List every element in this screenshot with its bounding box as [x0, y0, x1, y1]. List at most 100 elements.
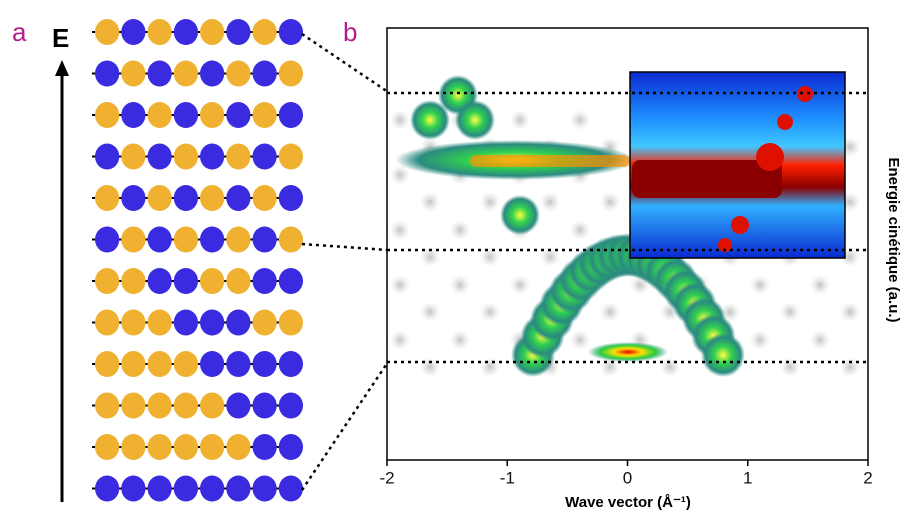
orbital-lobe: [147, 143, 172, 170]
inset-spot: [756, 143, 784, 171]
orbital-lobe: [200, 102, 225, 128]
band-spot: [701, 333, 745, 377]
faint-spot: [780, 302, 800, 322]
orbitals: [92, 19, 303, 502]
y-axis-label: Energie cinétique (a.u.): [885, 157, 902, 322]
inset-band: [632, 160, 782, 198]
arpes-map: [390, 71, 860, 377]
faint-spot: [840, 302, 860, 322]
orbital-lobe: [173, 143, 198, 170]
orbital-lobe: [121, 268, 146, 294]
faint-spot: [600, 192, 620, 212]
orbital-lobe: [173, 475, 198, 502]
orbital-lobe: [278, 268, 303, 294]
arrow-head: [55, 60, 69, 76]
inset-spot: [777, 114, 793, 130]
orbital-lobe: [121, 309, 146, 336]
orbital-lobe: [121, 185, 146, 211]
orbital-lobe: [278, 102, 303, 128]
orbital-lobe: [173, 434, 198, 460]
orbital-lobe: [252, 102, 277, 128]
orbital-lobe: [147, 309, 172, 336]
orbital-lobe: [200, 268, 225, 294]
orbital-lobe: [147, 19, 172, 45]
orbital-lobe: [278, 226, 303, 253]
faint-spot: [510, 110, 530, 130]
inset-spot: [731, 216, 749, 234]
orbital-lobe: [121, 102, 146, 128]
orbital-lobe: [278, 434, 303, 460]
faint-spot: [540, 192, 560, 212]
orbital-lobe: [121, 392, 146, 419]
orbital-lobe: [95, 309, 120, 336]
orbital-lobe: [95, 434, 120, 460]
orbital-lobe: [226, 226, 251, 253]
orbital-lobe: [147, 434, 172, 460]
orbital-lobe: [147, 475, 172, 502]
faint-spot: [420, 357, 440, 377]
orbital-lobe: [200, 185, 225, 211]
orbital-lobe: [147, 60, 172, 87]
faint-spot: [750, 330, 770, 350]
orbital-lobe: [252, 434, 277, 460]
orbital-lobe: [200, 434, 225, 460]
orbital-lobe: [226, 392, 251, 419]
faint-spot: [840, 357, 860, 377]
faint-spot: [390, 275, 410, 295]
orbital-lobe: [252, 309, 277, 336]
faint-spot: [660, 357, 680, 377]
orbital-lobe: [226, 143, 251, 170]
orbital-lobe: [252, 185, 277, 211]
faint-spot: [780, 357, 800, 377]
orbital-lobe: [200, 309, 225, 336]
x-tick-label: 0: [623, 468, 632, 487]
faint-spot: [390, 110, 410, 130]
orbital-lobe: [121, 143, 146, 170]
x-tick-label: -1: [500, 468, 515, 487]
orbital-lobe: [200, 143, 225, 170]
orbital-lobe: [121, 434, 146, 460]
orbital-lobe: [226, 309, 251, 336]
orbital-lobe: [121, 19, 146, 45]
x-tick-label: -2: [379, 468, 394, 487]
orbital-lobe: [173, 19, 198, 45]
orbital-lobe: [200, 226, 225, 253]
orbital-lobe: [226, 19, 251, 45]
orbital-lobe: [252, 392, 277, 419]
orbital-lobe: [200, 19, 225, 45]
orbital-lobe: [173, 102, 198, 128]
faint-spot: [810, 330, 830, 350]
panel-label: b: [343, 17, 357, 47]
energy-levels: [387, 91, 868, 364]
orbital-lobe: [226, 434, 251, 460]
orbital-lobe: [147, 392, 172, 419]
orbital-lobe: [95, 351, 120, 377]
orbital-lobe: [278, 392, 303, 419]
spot: [455, 100, 495, 140]
orbital-lobe: [121, 351, 146, 377]
orbital-lobe: [278, 143, 303, 170]
orbital-lobe: [278, 475, 303, 502]
orbital-lobe: [252, 19, 277, 45]
orbital-lobe: [173, 309, 198, 336]
faint-spot: [450, 275, 470, 295]
panel-label: a: [12, 17, 27, 47]
faint-spot: [480, 357, 500, 377]
faint-spot: [480, 192, 500, 212]
orbital-lobe: [121, 226, 146, 253]
orbital-lobe: [147, 226, 172, 253]
faint-spot: [510, 275, 530, 295]
orbital-lobe: [173, 268, 198, 294]
orbital-lobe: [173, 60, 198, 87]
orbital-lobe: [173, 392, 198, 419]
faint-spot: [420, 192, 440, 212]
faint-spot: [420, 247, 440, 267]
orbital-lobe: [173, 351, 198, 377]
orbital-lobe: [252, 143, 277, 170]
orbital-lobe: [200, 475, 225, 502]
faint-spot: [570, 110, 590, 130]
connectors: [300, 32, 390, 491]
orbital-lobe: [278, 19, 303, 45]
band-core: [470, 155, 630, 167]
